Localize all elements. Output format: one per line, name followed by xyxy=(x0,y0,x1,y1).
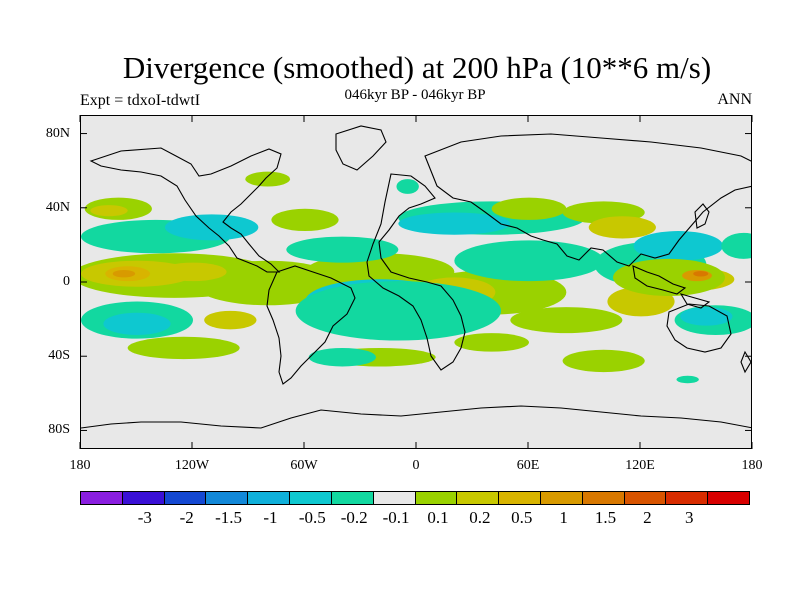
legend-swatch xyxy=(373,492,416,504)
legend-swatch xyxy=(81,492,123,504)
field-contour-neg-light xyxy=(454,240,604,282)
legend-swatch xyxy=(248,492,291,504)
field-contour-neg-mid xyxy=(165,214,259,241)
legend-label: -1.5 xyxy=(215,508,243,527)
field-contour-neg-mid xyxy=(398,212,511,235)
coast-asia xyxy=(424,133,751,267)
lon-label: 120E xyxy=(625,458,655,473)
experiment-label: Expt = tdxoI-tdwtI xyxy=(80,92,201,109)
coast-maritime xyxy=(632,265,711,309)
legend-label: 0.1 xyxy=(427,508,449,527)
legend-swatch xyxy=(122,492,165,504)
legend-swatch xyxy=(457,492,500,504)
coast-antarctica xyxy=(81,405,751,429)
field-contour-neg-mid xyxy=(103,312,171,335)
field-contour-pos-light xyxy=(271,208,339,232)
field-contour-pos-light xyxy=(491,197,567,220)
season-label: ANN xyxy=(717,91,752,108)
legend-swatch xyxy=(206,492,249,504)
legend-label: -0.5 xyxy=(298,508,326,527)
coast-greenland xyxy=(335,125,387,171)
legend-swatch xyxy=(415,492,458,504)
field-contour-pos-peak xyxy=(693,270,709,277)
legend-swatch xyxy=(582,492,625,504)
coast-north-america xyxy=(89,147,282,273)
coast-new-zealand xyxy=(740,350,751,374)
legend-label: -2 xyxy=(179,508,194,527)
field-contour-pos-light xyxy=(562,349,645,373)
legend-label: 0.2 xyxy=(469,508,491,527)
field-contour-pos-max xyxy=(112,270,136,278)
field-contour-pos-light xyxy=(127,336,240,360)
legend-label: 3 xyxy=(684,508,694,527)
field-contour-neg-light xyxy=(676,375,699,384)
field-contour-pos-light xyxy=(613,258,725,296)
legend-swatch xyxy=(708,492,749,504)
lon-label: 60E xyxy=(516,458,540,473)
coastlines xyxy=(81,125,751,429)
field-contour-pos-mid xyxy=(159,262,227,282)
field-contour-pos-mid xyxy=(588,216,656,239)
legend-swatch xyxy=(624,492,667,504)
legend-label: 0.5 xyxy=(511,508,533,527)
legend-label: 2 xyxy=(643,508,652,527)
field-contour-neg-mid xyxy=(633,231,724,261)
legend-label: -3 xyxy=(137,508,152,527)
field-contour-neg-light xyxy=(308,347,376,367)
field-contour-neg-light xyxy=(286,236,399,263)
legend-swatch xyxy=(164,492,207,504)
field-contour-pos-light xyxy=(510,307,623,334)
legend-label: 1.5 xyxy=(594,508,617,527)
legend-swatch xyxy=(290,492,332,504)
lat-label: 0 xyxy=(63,274,70,289)
coast-australia xyxy=(666,303,732,353)
coast-europe-africa xyxy=(366,173,466,371)
field-contour-pos-light xyxy=(305,253,455,291)
field-contour-pos-mid xyxy=(90,205,128,217)
lat-label: 40S xyxy=(48,348,70,364)
field-contour-neg-light xyxy=(396,179,419,194)
legend-swatch xyxy=(666,492,709,504)
divergence-map xyxy=(81,125,751,429)
plot-title: Divergence (smoothed) at 200 hPa (10**6 … xyxy=(122,50,712,85)
legend-swatch xyxy=(540,492,583,504)
plot-subtitle: 046kyr BP - 046kyr BP xyxy=(344,87,486,103)
legend-swatch xyxy=(331,492,374,504)
lon-label: 120W xyxy=(174,458,210,473)
lon-label: 180 xyxy=(741,458,763,473)
field-contour-pos-light xyxy=(454,333,529,352)
coast-japan xyxy=(694,203,710,229)
color-legend xyxy=(80,491,750,505)
lat-label: 80S xyxy=(48,422,70,438)
coast-south-america xyxy=(266,265,356,385)
legend-label: -0.1 xyxy=(382,508,410,527)
legend-swatch xyxy=(499,492,541,504)
lon-label: 60W xyxy=(290,458,318,473)
legend-label: -0.2 xyxy=(340,508,368,527)
legend-label: -1 xyxy=(263,508,278,527)
field-contour-neg-light xyxy=(721,232,751,259)
field-contour-pos-mid xyxy=(204,310,257,330)
lon-label: 180 xyxy=(69,458,91,473)
lon-label: 0 xyxy=(412,458,420,473)
lat-label: 80N xyxy=(45,125,70,141)
lat-label: 40N xyxy=(45,199,70,215)
field-contour-pos-light xyxy=(245,171,291,187)
legend-label: 1 xyxy=(559,508,568,527)
